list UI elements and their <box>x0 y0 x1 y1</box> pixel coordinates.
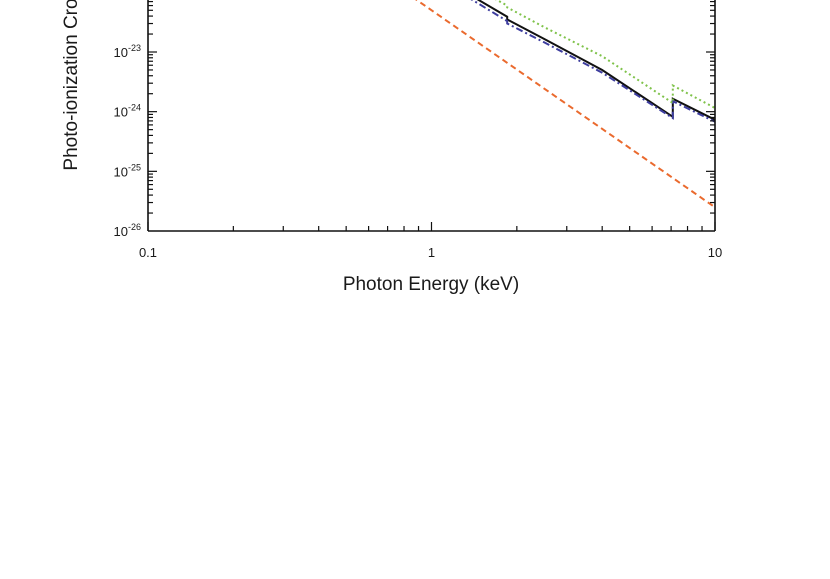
series-dash-dot <box>470 0 715 123</box>
y-tick-label: 10-23 <box>114 43 141 60</box>
y-tick-label: 10-26 <box>114 222 141 239</box>
x-tick-label: 0.1 <box>139 245 157 260</box>
x-axis-title: Photon Energy (keV) <box>343 274 519 295</box>
y-tick-label: 10-25 <box>114 162 141 179</box>
label-layer: 0.1 1 10 10-23 10-24 10-25 10-26 <box>114 43 723 260</box>
y-tick-label: 10-24 <box>114 103 141 120</box>
series-dashed <box>415 0 715 209</box>
x-tick-label: 1 <box>428 245 435 260</box>
y-axis-title: Photo-ionization Cross <box>61 0 82 171</box>
series-layer <box>415 0 715 209</box>
axis-layer <box>147 0 716 232</box>
series-dotted <box>495 0 715 109</box>
x-tick-label: 10 <box>708 245 722 260</box>
